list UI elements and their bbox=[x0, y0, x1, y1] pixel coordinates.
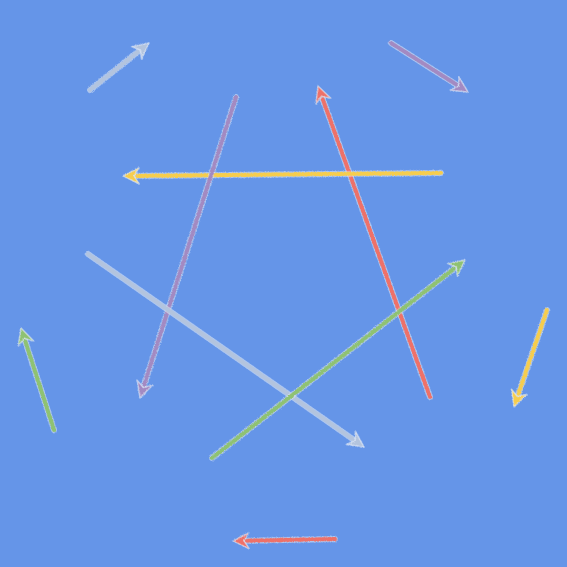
arrow-head bbox=[345, 430, 365, 448]
arrow-shaft bbox=[142, 95, 238, 387]
arrow-star-green bbox=[209, 259, 466, 461]
arrow-shaft bbox=[244, 537, 337, 543]
arrow-star-purple bbox=[136, 94, 239, 399]
arrow-shaft bbox=[23, 339, 56, 432]
arrow-outer-green bbox=[17, 327, 57, 433]
arrow-head bbox=[315, 85, 332, 105]
arrow-star-grey bbox=[85, 251, 365, 448]
arrow-outer-grey bbox=[87, 42, 150, 93]
arrow-shaft bbox=[389, 41, 459, 87]
arrow-shaft bbox=[88, 49, 141, 92]
arrow-head bbox=[446, 259, 466, 277]
arrow-head bbox=[122, 167, 140, 185]
arrow-head bbox=[17, 327, 35, 347]
arrow-shaft bbox=[516, 308, 549, 396]
arrow-star-red bbox=[315, 85, 433, 400]
arrow-head bbox=[136, 379, 154, 399]
arrow-head bbox=[449, 75, 469, 93]
arrow-star-yellow bbox=[122, 167, 444, 185]
arrow-outer-yellow bbox=[510, 307, 550, 408]
arrow-shaft bbox=[210, 266, 456, 460]
arrow-outer-red bbox=[232, 531, 338, 550]
arrow-outer-purple bbox=[388, 40, 469, 93]
arrow-head bbox=[130, 42, 150, 60]
arrow-shaft bbox=[320, 97, 432, 399]
arrow-shaft bbox=[86, 252, 355, 441]
arrow-head bbox=[232, 531, 250, 550]
arrow-shaft bbox=[134, 171, 443, 178]
arrow-head bbox=[510, 388, 528, 408]
